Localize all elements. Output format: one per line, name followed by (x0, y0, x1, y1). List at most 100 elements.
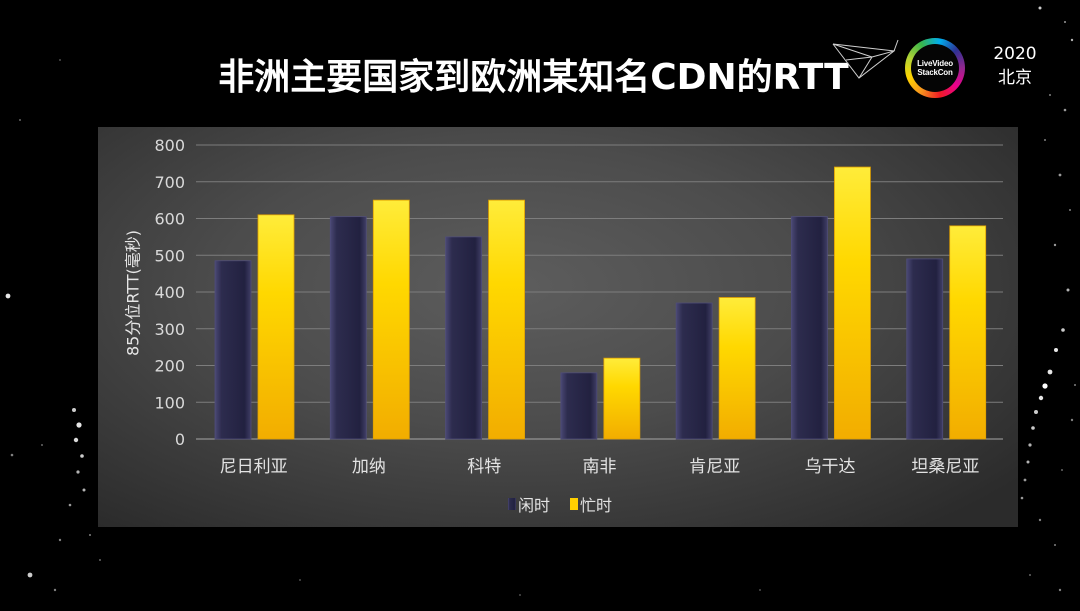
background-dot (1063, 108, 1067, 112)
y-axis-title: 85分位RTT(毫秒) (124, 230, 143, 356)
bar-chart: 0 100 200 300 400 500 600 700 800 尼日利亚 加纳 科特 南非 肯尼亚 乌… (124, 136, 1003, 515)
event-city: 北京 (998, 68, 1032, 88)
y-axis-ticks: 0 100 200 300 400 500 600 700 800 (154, 136, 185, 449)
background-dot (1029, 574, 1031, 576)
background-dot (80, 454, 84, 458)
x-tick-label: 肯尼亚 (689, 457, 740, 477)
bar (949, 225, 987, 440)
bar (488, 199, 525, 440)
background-dot (1038, 6, 1042, 10)
slide-title: 非洲主要国家到欧洲某知名CDN的RTT (218, 57, 849, 98)
background-dot (1054, 544, 1056, 546)
bar (675, 302, 713, 440)
background-dot (76, 470, 80, 474)
background-dot (76, 422, 82, 428)
background-dot (1034, 410, 1038, 414)
event-logo-center: LiveVideo StackCon (911, 44, 959, 92)
bar (329, 216, 367, 440)
x-axis-ticks: 尼日利亚 加纳 科特 南非 肯尼亚 乌干达 坦桑尼亚 (220, 457, 980, 477)
bar (791, 216, 828, 440)
bar (718, 297, 756, 440)
legend-marker (570, 498, 578, 510)
gridlines (196, 144, 1003, 440)
background-dot (759, 589, 761, 591)
background-dot (1026, 460, 1030, 464)
y-tick-label: 800 (154, 136, 185, 155)
bar (214, 260, 252, 440)
background-dot (27, 572, 33, 578)
background-dot (1054, 348, 1058, 352)
legend-item: 闲时 (508, 496, 550, 515)
background-dot (1047, 369, 1053, 375)
bar (372, 199, 410, 440)
legend: 闲时 忙时 (508, 496, 612, 515)
background-dot (1070, 418, 1074, 422)
x-tick-label: 加纳 (352, 457, 386, 477)
y-tick-label: 100 (154, 393, 185, 412)
background-dot (5, 293, 11, 299)
bar (603, 357, 641, 440)
background-dot (1031, 426, 1035, 430)
x-tick-label: 乌干达 (805, 457, 856, 477)
y-tick-label: 500 (154, 246, 185, 265)
low-poly-triangle-icon (832, 39, 899, 79)
legend-item: 忙时 (570, 496, 612, 515)
background-dot (1042, 383, 1048, 389)
logo-text-line2: StackCon (917, 68, 953, 77)
background-dot (1020, 496, 1024, 500)
background-dot (82, 488, 86, 492)
background-dot (299, 579, 301, 581)
background-dot (1061, 469, 1063, 471)
background-dot (1028, 443, 1032, 447)
y-tick-label: 300 (154, 320, 185, 339)
background-dot (1069, 209, 1071, 211)
y-tick-label: 200 (154, 357, 185, 376)
logo-text-line1: LiveVideo (917, 59, 953, 68)
background-dot (1061, 328, 1065, 332)
legend-marker (508, 498, 516, 510)
background-dot (41, 444, 43, 446)
background-dot (1038, 518, 1042, 522)
bars (214, 166, 987, 440)
background-dot (68, 503, 72, 507)
background-dot (10, 453, 14, 457)
background-dot (59, 59, 61, 61)
x-tick-label: 尼日利亚 (220, 457, 288, 477)
bar (257, 214, 295, 440)
x-tick-label: 科特 (467, 457, 501, 477)
bar (906, 258, 944, 440)
background-dot (19, 119, 21, 121)
bar (445, 236, 482, 440)
background-dot (1023, 478, 1027, 482)
background-dot (1058, 588, 1062, 592)
event-logo: LiveVideo StackCon (905, 38, 965, 98)
background-dot (1058, 173, 1062, 177)
background-dot (519, 594, 521, 596)
background-dot (1053, 243, 1057, 247)
y-tick-label: 700 (154, 173, 185, 192)
bar (834, 166, 871, 440)
background-dot (1074, 384, 1076, 386)
background-dot (1049, 94, 1051, 96)
background-dot (53, 588, 57, 592)
background-dot (72, 408, 76, 412)
background-dot (58, 538, 62, 542)
legend-label: 闲时 (518, 496, 550, 515)
y-tick-label: 600 (154, 210, 185, 229)
background-dot (1066, 288, 1070, 292)
background-dot (1038, 395, 1044, 401)
legend-label: 忙时 (580, 496, 612, 515)
event-year: 2020 (993, 44, 1037, 64)
y-tick-label: 0 (175, 430, 185, 449)
background-dot (1070, 38, 1074, 42)
y-tick-label: 400 (154, 283, 185, 302)
x-tick-label: 坦桑尼亚 (911, 457, 979, 477)
chart-panel: 0 100 200 300 400 500 600 700 800 尼日利亚 加纳 科特 南非 肯尼亚 乌… (98, 127, 1018, 527)
background-dot (89, 534, 91, 536)
x-tick-label: 南非 (583, 457, 617, 477)
background-dot (1044, 139, 1046, 141)
background-dot (1064, 21, 1066, 23)
bar (560, 372, 598, 440)
background-dot (99, 559, 101, 561)
